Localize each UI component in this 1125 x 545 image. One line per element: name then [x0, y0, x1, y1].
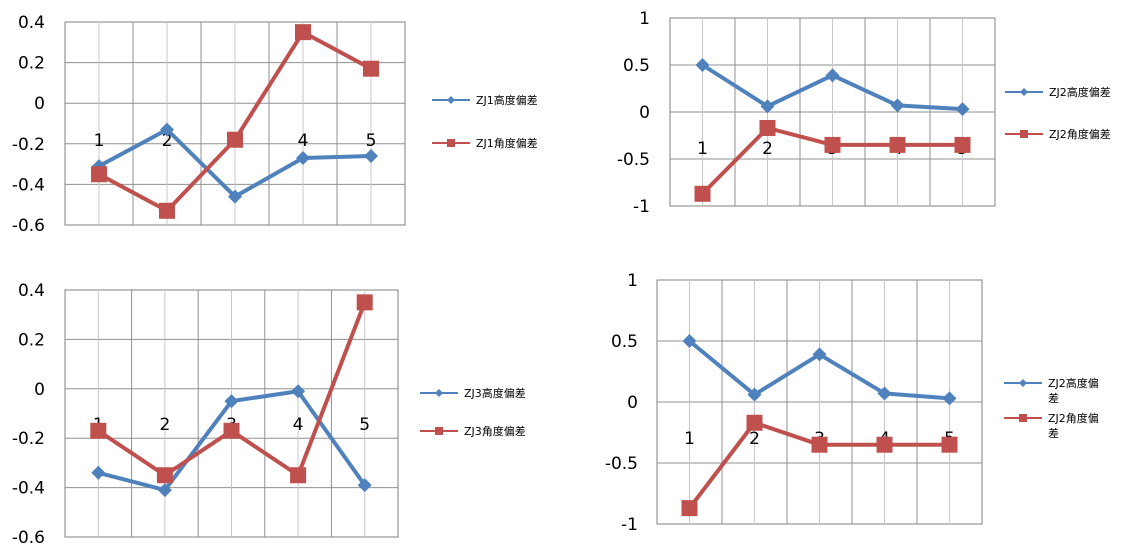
data-point-square: [694, 185, 711, 202]
data-point-square: [90, 422, 107, 439]
y-tick-label: -0.2: [12, 429, 45, 449]
legend: ZJ3高度偏差 ZJ3角度偏差: [420, 386, 526, 438]
data-point-square: [941, 436, 958, 453]
chart-4: 10.50-0.5-112345ZJ2高度偏差ZJ2角度偏差: [605, 271, 1099, 535]
data-point-square: [290, 467, 307, 484]
legend-marker: [1020, 88, 1028, 96]
data-point-diamond: [825, 68, 840, 83]
legend-label: ZJ2角度偏差: [1049, 127, 1111, 141]
data-point-square: [156, 467, 173, 484]
category-label: 4: [298, 131, 309, 151]
y-tick-label: -0.4: [12, 479, 45, 499]
legend-marker: [1019, 379, 1027, 387]
data-point-diamond: [228, 189, 242, 204]
category-label: 5: [366, 131, 377, 151]
legend-marker: [435, 427, 443, 435]
data-point-square: [681, 500, 698, 517]
category-label: 1: [684, 429, 695, 449]
data-point-diamond: [296, 151, 310, 166]
y-tick-label: 0: [627, 393, 638, 413]
legend-label: ZJ2高度偏差: [1049, 85, 1111, 99]
y-tick-label: 0.4: [18, 281, 45, 301]
data-point-diamond: [91, 465, 106, 480]
data-point-diamond: [942, 391, 957, 406]
data-point-diamond: [747, 387, 762, 402]
y-tick-label: -1: [621, 515, 638, 535]
data-point-diamond: [890, 98, 905, 113]
legend-marker: [447, 96, 455, 104]
legend-label: ZJ2角度偏差: [1048, 411, 1099, 440]
y-tick-label: 0: [34, 380, 45, 400]
data-point-square: [363, 60, 379, 77]
data-point-square: [746, 414, 763, 431]
legend: ZJ2高度偏差 ZJ2角度偏差: [1004, 376, 1099, 440]
data-point-diamond: [160, 122, 174, 137]
legend-label: ZJ1角度偏差: [476, 136, 538, 150]
category-label: 2: [159, 415, 170, 435]
legend-label: ZJ3高度偏差: [464, 386, 526, 400]
data-point-diamond: [760, 99, 775, 114]
category-label: 1: [94, 131, 105, 151]
y-tick-label: -0.5: [617, 150, 650, 170]
y-tick-label: 0.5: [623, 56, 650, 76]
data-point-diamond: [682, 334, 697, 348]
category-label: 2: [749, 429, 760, 449]
y-tick-label: -0.6: [12, 528, 45, 545]
y-tick-label: 1: [627, 271, 638, 291]
data-point-square: [227, 131, 243, 148]
y-tick-label: -0.5: [605, 454, 638, 474]
legend-marker: [1019, 414, 1027, 422]
category-label: 5: [359, 415, 370, 435]
data-point-square: [824, 136, 841, 153]
y-tick-label: 0: [34, 94, 45, 114]
data-point-square: [356, 294, 373, 311]
data-point-square: [223, 422, 240, 439]
y-tick-label: 1: [639, 9, 650, 29]
data-point-square: [295, 24, 311, 41]
data-point-square: [876, 436, 893, 453]
data-point-diamond: [955, 102, 970, 117]
category-label: 2: [162, 131, 173, 151]
data-point-diamond: [364, 148, 378, 163]
chart-1: 0.40.20-0.2-0.4-0.612345ZJ1高度偏差ZJ1角度偏差: [12, 13, 538, 236]
data-point-square: [889, 136, 906, 153]
data-point-square: [811, 436, 828, 453]
y-tick-label: 0.5: [611, 332, 638, 352]
data-point-square: [91, 166, 107, 183]
legend: ZJ1高度偏差 ZJ1角度偏差: [432, 93, 538, 150]
category-label: 4: [293, 415, 304, 435]
data-point-diamond: [877, 386, 892, 401]
y-tick-label: -0.6: [12, 216, 45, 236]
y-tick-label: -1: [633, 197, 650, 217]
chart-2: 10.50-0.5-112345ZJ2高度偏差ZJ2角度偏差: [617, 9, 1111, 217]
category-label: 1: [697, 139, 708, 159]
y-tick-label: 0.2: [18, 330, 45, 350]
y-tick-label: -0.2: [12, 135, 45, 155]
data-point-diamond: [224, 394, 239, 409]
legend: ZJ2高度偏差 ZJ2角度偏差: [1005, 85, 1111, 141]
data-point-diamond: [357, 478, 372, 493]
legend-marker: [435, 389, 443, 397]
data-point-diamond: [291, 384, 306, 399]
data-point-diamond: [812, 347, 827, 362]
y-tick-label: 0: [639, 103, 650, 123]
category-label: 2: [762, 139, 773, 159]
legend-label: ZJ3角度偏差: [464, 424, 526, 438]
legend-marker: [1020, 130, 1028, 138]
chart-3: 0.40.20-0.2-0.4-0.612345ZJ3高度偏差ZJ3角度偏差: [12, 281, 526, 545]
data-point-square: [159, 202, 175, 219]
y-tick-label: -0.4: [12, 175, 45, 195]
data-point-diamond: [695, 58, 710, 72]
legend-label: ZJ1高度偏差: [476, 93, 538, 107]
data-point-diamond: [157, 483, 172, 498]
legend-marker: [447, 139, 455, 147]
y-tick-label: 0.4: [18, 13, 45, 33]
data-point-square: [759, 119, 776, 136]
data-point-square: [954, 136, 971, 153]
legend-label: ZJ2高度偏差: [1048, 376, 1099, 405]
y-tick-label: 0.2: [18, 54, 45, 74]
